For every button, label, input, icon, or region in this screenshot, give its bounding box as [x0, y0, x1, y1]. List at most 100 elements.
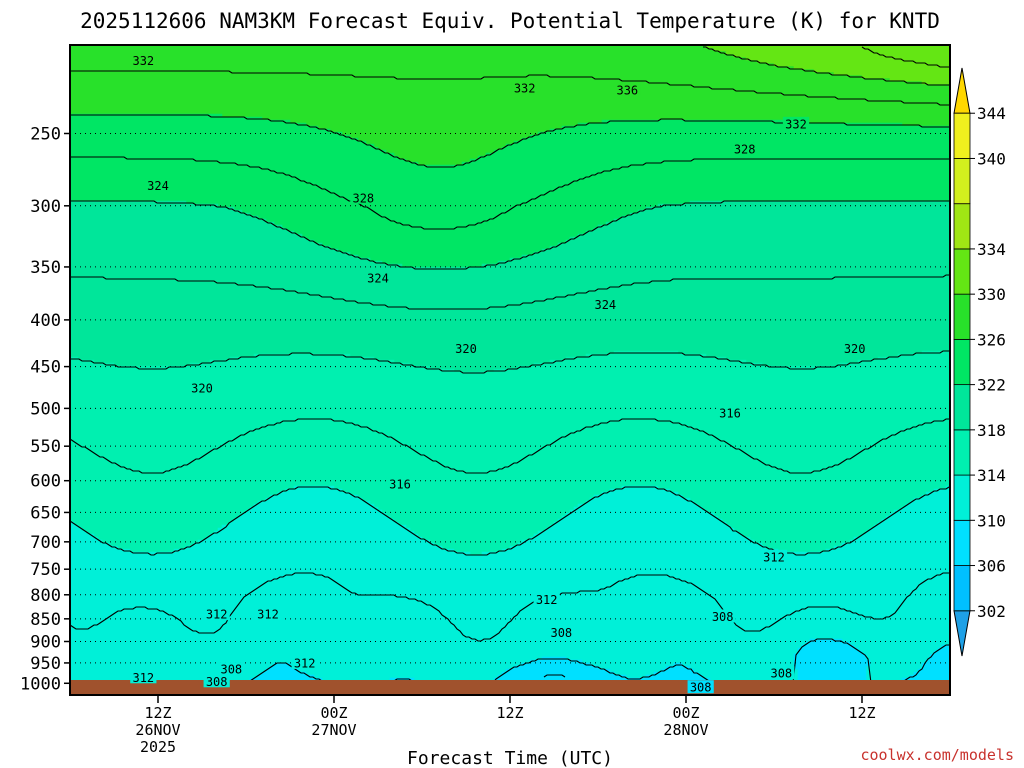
y-tick-label: 800 — [30, 586, 61, 606]
contour-label-bg — [130, 53, 157, 67]
contour-label: 312 — [294, 656, 316, 670]
colorbar-segment — [953, 338, 971, 386]
contour-label-bg — [452, 341, 480, 355]
colorbar-segment — [953, 203, 971, 250]
contour-label-bg — [760, 549, 788, 563]
y-tick-label: 700 — [30, 533, 61, 553]
contour-label: 308 — [770, 667, 792, 681]
x-tick-label: 27NOV — [311, 721, 356, 739]
contour-label-bg — [144, 178, 172, 192]
x-tick-label: 00Z — [672, 704, 699, 722]
contour-label: 308 — [550, 626, 572, 640]
contour-label-bg — [364, 271, 392, 285]
y-tick-label: 650 — [30, 503, 61, 523]
y-tick-label: 350 — [30, 258, 61, 278]
color-bands — [70, 45, 950, 695]
x-tick-label: 28NOV — [663, 721, 708, 739]
contour-label: 308 — [206, 675, 228, 689]
x-tick-label: 12Z — [144, 704, 171, 722]
contour-label-bg — [592, 297, 619, 311]
colorbar-tick-label: 326 — [977, 330, 1006, 349]
contour-labels: 332 332 336 332 328 328 324 324 324 320 320 320 316 3… — [130, 53, 868, 695]
contour-label-bg — [203, 607, 230, 621]
colorbar-segment — [953, 112, 971, 159]
contour-line — [70, 418, 949, 474]
contour-line — [70, 70, 949, 106]
contour-label-bg — [218, 662, 245, 676]
contour-label: 312 — [763, 550, 785, 564]
y-tick-label: 450 — [30, 358, 61, 378]
contour-label: 308 — [220, 663, 242, 677]
contour-label: 308 — [690, 681, 712, 695]
y-tick-label: 750 — [30, 560, 61, 580]
contour-label-bg — [130, 670, 157, 684]
contour-label: 308 — [712, 610, 734, 624]
colorbar-segment — [953, 474, 971, 521]
color-band — [705, 45, 950, 85]
x-tick-label: 12Z — [848, 704, 875, 722]
contour-label: 312 — [132, 671, 154, 685]
y-tick-label: 1000 — [20, 674, 61, 694]
contour-label: 324 — [367, 272, 389, 286]
colorbar-top-arrow — [953, 67, 971, 114]
color-band — [70, 45, 950, 166]
x-tick-label: 2025 — [140, 738, 176, 756]
colorbar-segment — [953, 429, 971, 476]
contour-label-bg — [687, 680, 714, 694]
contour-label-bg — [841, 341, 868, 355]
y-axis: 2503003504004505005506006507007508008509… — [20, 124, 70, 694]
contour-label: 328 — [734, 143, 756, 157]
contour-label: 312 — [206, 608, 228, 622]
contour-label: 320 — [191, 382, 213, 396]
contour-label-bg — [254, 607, 282, 621]
colorbar-segment — [953, 293, 971, 340]
y-tick-label: 500 — [30, 399, 61, 419]
x-tick-label: 26NOV — [135, 721, 180, 739]
chart-title: 2025112606 NAM3KM Forecast Equiv. Potent… — [80, 9, 940, 33]
x-axis-title: Forecast Time (UTC) — [407, 748, 613, 768]
y-tick-label: 250 — [30, 124, 61, 144]
contour-label-bg — [768, 666, 795, 680]
color-band — [70, 200, 950, 373]
contour-label-bg — [511, 81, 538, 95]
contour-label: 312 — [536, 593, 558, 607]
contour-label: 324 — [594, 298, 616, 312]
contour-label-bg — [203, 674, 230, 688]
x-tick-label: 12Z — [496, 704, 523, 722]
x-tick-label: 00Z — [320, 704, 347, 722]
colorbar-segment — [953, 158, 971, 205]
ground-surface — [70, 680, 950, 695]
contour-label-bg — [709, 609, 736, 623]
contour-label-bg — [188, 381, 216, 395]
colorbar: 302 306 310 314 318 322 326 330 334 340 344 — [953, 67, 1006, 657]
y-tick-label: 950 — [30, 654, 61, 674]
plot-area: 332 332 336 332 328 328 324 324 324 320 320 320 316 3… — [70, 45, 950, 695]
contour-label: 316 — [389, 477, 411, 491]
contour-line — [70, 156, 949, 230]
y-tick-label: 550 — [30, 437, 61, 457]
colorbar-tick-label: 344 — [977, 104, 1006, 123]
contour-line — [861, 46, 949, 68]
contour-label: 320 — [455, 342, 477, 356]
contour-label-bg — [350, 190, 377, 204]
colorbar-tick-label: 322 — [977, 376, 1006, 395]
colorbar-tick-label: 340 — [977, 149, 1006, 168]
y-tick-label: 600 — [30, 472, 61, 492]
contour-label: 324 — [147, 179, 169, 193]
contour-line — [70, 274, 949, 310]
contour-label-bg — [731, 142, 758, 156]
contour-line — [703, 46, 949, 86]
colorbar-tick-label: 318 — [977, 421, 1006, 440]
colorbar-tick-label: 330 — [977, 285, 1006, 304]
contour-label: 336 — [616, 83, 638, 97]
contour-label: 312 — [257, 608, 279, 622]
contour-label-bg — [386, 476, 414, 490]
colorbar-segment — [953, 519, 971, 566]
colorbar-tick-label: 302 — [977, 602, 1006, 621]
colorbar-segment — [953, 248, 971, 295]
contour-line — [70, 572, 949, 642]
y-tick-label: 400 — [30, 311, 61, 331]
contour-label: 320 — [844, 342, 866, 356]
